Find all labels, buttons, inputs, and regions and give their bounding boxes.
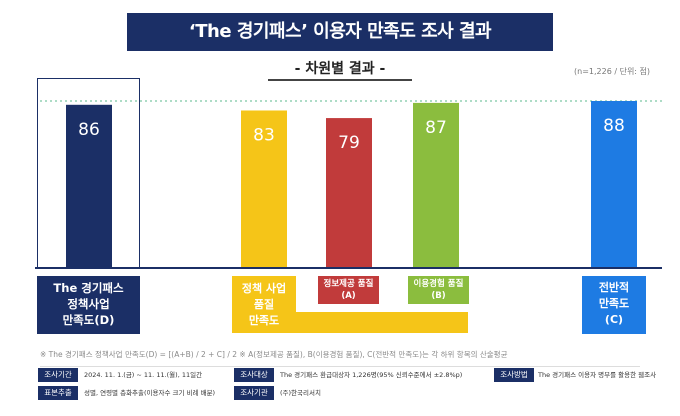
bar-value-label-3: 87 (425, 118, 447, 138)
bar-value-label-0: 86 (78, 120, 100, 140)
category-label-line: 만족도 (598, 297, 630, 310)
survey-sampling-value: 성별, 연령별 층화추출(이용자수 크기 비례 배분) (84, 389, 216, 397)
survey-target-value: The 경기패스 환급대상자 1,226명(95% 신뢰수준에서 ±2.8%p) (280, 371, 463, 379)
category-label-line: 만족도(D) (62, 313, 115, 327)
bars-group: 86 83 79 87 88 (66, 101, 637, 268)
bar-value-label-2: 79 (338, 133, 360, 153)
category-label-line: The 경기패스 (53, 281, 124, 295)
category-label-policy: 정책 사업 품질 만족도 (232, 276, 296, 333)
overall-highlight-box (37, 78, 140, 268)
survey-period-value: 2024. 11. 1.(금) ~ 11. 11.(월), 11일간 (84, 371, 203, 379)
category-label-line: 이용경험 품질 (413, 279, 464, 289)
survey-agency-value: (주)한국리서치 (280, 389, 321, 397)
bar-value-label-4: 88 (603, 116, 625, 136)
unit-note: (n=1,226 / 단위: 점) (574, 67, 651, 76)
category-label-line: 정책 사업 (241, 282, 287, 295)
chart-subtitle: - 차원별 결과 - (294, 61, 386, 77)
category-label-line: (B) (431, 291, 446, 301)
survey-target-label: 조사대상 (234, 368, 274, 382)
survey-method-value: The 경기패스 이용자 명부를 활용한 웹조사 (538, 371, 657, 379)
category-label-line: 정보제공 품질 (323, 279, 374, 289)
bar-3 (413, 102, 459, 268)
bar-value-label-1: 83 (253, 125, 275, 145)
subtitle-underline (268, 79, 412, 81)
bar-2 (326, 118, 372, 268)
category-label-line: 만족도 (248, 314, 280, 327)
bar-0 (66, 104, 112, 268)
survey-agency-label: 조사기관 (234, 386, 274, 400)
page-title: ‘The 경기패스’ 이용자 만족도 조사 결과 (127, 13, 553, 51)
category-label-info: 정보제공 품질 (A) (318, 276, 379, 304)
survey-period-label: 조사기간 (38, 368, 78, 382)
footnote-divider (40, 366, 640, 367)
bar-chart: 86 83 79 87 88 (35, 100, 662, 269)
category-label-line: (A) (341, 291, 356, 301)
category-label-line: 전반적 (598, 281, 630, 294)
category-label-experience: 이용경험 품질 (B) (408, 276, 469, 304)
survey-sampling-label: 표본추출 (38, 386, 78, 400)
survey-method-label: 조사방법 (494, 368, 534, 382)
category-label-overall: The 경기패스 정책사업 만족도(D) (37, 276, 140, 334)
category-label-line: 정책사업 (67, 297, 110, 311)
category-label-line: (C) (604, 313, 624, 326)
bar-1 (241, 110, 287, 268)
formula-footnote: ※ The 경기패스 정책사업 만족도(D) = [(A+B) / 2 + C]… (40, 350, 508, 359)
category-label-total: 전반적 만족도 (C) (582, 276, 646, 334)
bar-4 (591, 101, 637, 268)
category-label-line: 품질 (253, 298, 275, 311)
